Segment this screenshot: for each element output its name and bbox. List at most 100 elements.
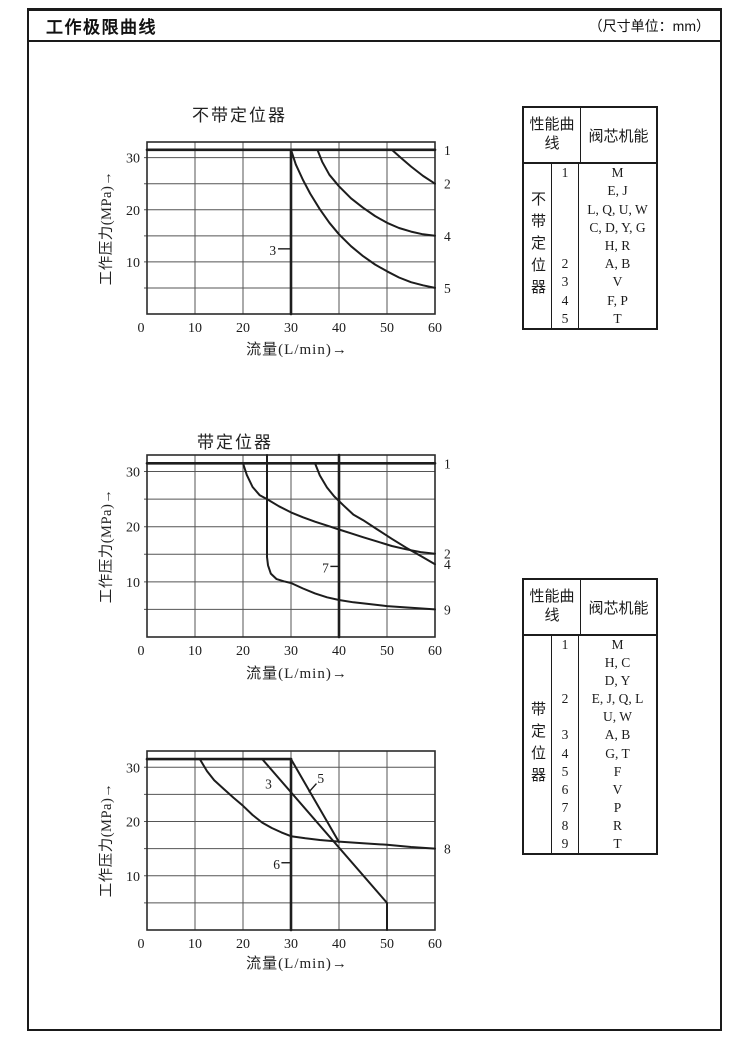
x-tick-label: 0	[138, 644, 145, 659]
x-tick-label: 60	[428, 644, 442, 659]
curve-3	[261, 758, 388, 931]
x-tick-label: 0	[138, 937, 145, 952]
x-tick-label: 60	[428, 937, 442, 952]
curve-5	[290, 148, 436, 289]
curve-end-label-2: 2	[444, 177, 451, 192]
curve-number-cell: 9	[561, 835, 569, 851]
curve-number-cell: 7	[561, 799, 569, 815]
curve-9	[266, 454, 436, 611]
plot-border	[146, 454, 436, 638]
curve-number-cell: 4	[561, 745, 569, 761]
spool-function-cell: L, Q, U, W	[587, 201, 648, 217]
spool-function-cell: G, T	[605, 745, 630, 761]
curve-4	[316, 148, 436, 237]
x-tick-label: 50	[380, 644, 394, 659]
page-title: 工作极限曲线	[46, 18, 157, 37]
x-tick-label: 40	[332, 937, 346, 952]
spool-function-cell: H, R	[604, 237, 631, 253]
chart-with-positioner-b: 0 10 20 30 40 50 60 10 20 30 6 3 5 8	[126, 750, 451, 952]
table-header: 性能曲线 阀芯机能	[524, 108, 656, 164]
curve-function-table-without-positioner: 性能曲线 阀芯机能 不带定位器 1 2 3 4 5 M E, J L, Q, U, W C, …	[522, 106, 658, 330]
chart-with-positioner-a: 0 10 20 30 40 50 60 10 20 30 1 24 7 9	[126, 453, 451, 659]
spool-function-cell: M	[611, 637, 624, 653]
spool-function-cell: H, C	[604, 655, 631, 671]
curve-function-table-with-positioner: 性能曲线 阀芯机能 带定位器 1 2 3 4 5 6 7 8 9 M H, C D, Y E, J, …	[522, 578, 658, 855]
table-header-spool-function: 阀芯机能	[588, 128, 649, 145]
spool-function-cell: R	[612, 817, 622, 833]
curve-label-leader	[308, 783, 317, 793]
curve-number-cell: 3	[561, 274, 569, 290]
chart1-x-axis-label: 流量(L/min)→	[246, 342, 348, 358]
chart-without-positioner: 0 10 20 30 40 50 60 10 20 30 1 2 3 4 5	[126, 141, 451, 336]
table-body: 不带定位器 1 2 3 4 5 M E, J L, Q, U, W C, D, Y, G H, …	[524, 164, 656, 328]
table-group-label: 不带定位器	[524, 164, 552, 328]
curve-inline-label-6: 6	[273, 857, 280, 872]
y-tick-label: 30	[126, 761, 140, 776]
x-tick-label: 0	[138, 321, 145, 336]
curve-number-cell: 2	[561, 691, 569, 707]
chart1-title: 不带定位器	[192, 106, 287, 125]
table-header: 性能曲线 阀芯机能	[524, 580, 656, 636]
table-header-performance-curve: 性能曲线	[524, 580, 581, 634]
title-bar: 工作极限曲线 （尺寸单位：mm）	[29, 11, 720, 42]
curve-number-cell: 1	[561, 637, 569, 653]
spool-function-cell: T	[613, 835, 622, 851]
curve-5	[290, 758, 340, 844]
x-tick-label: 30	[284, 937, 298, 952]
x-tick-label: 10	[188, 644, 202, 659]
curve-number-cell	[552, 672, 578, 690]
curve-end-label-4: 4	[444, 229, 451, 244]
spool-function-cell: U, W	[603, 709, 632, 725]
curve-end-label-9: 9	[444, 602, 451, 617]
spool-function-cell: V	[612, 781, 623, 797]
curve-end-label-2: 2	[444, 547, 451, 562]
x-tick-label: 50	[380, 937, 394, 952]
curve-end-label-4: 4	[444, 557, 451, 572]
spool-function-cell: T	[613, 310, 622, 326]
x-tick-label: 40	[332, 644, 346, 659]
chart2-x-axis-label: 流量(L/min)→	[246, 666, 348, 682]
curve-end-label-1: 1	[444, 456, 451, 471]
table-header-spool-function: 阀芯机能	[588, 600, 649, 617]
chart2-title: 带定位器	[197, 433, 273, 452]
x-tick-label: 30	[284, 644, 298, 659]
x-tick-label: 10	[188, 937, 202, 952]
y-tick-label: 20	[126, 204, 140, 219]
curve-inline-label-5: 5	[317, 771, 324, 786]
curve-number-cell	[552, 708, 578, 726]
x-tick-label: 40	[332, 321, 346, 336]
spool-function-cell: E, J, Q, L	[591, 691, 644, 707]
curve-number-cell: 1	[561, 165, 569, 181]
curve-end-label-5: 5	[444, 281, 451, 296]
spool-function-cell: F	[613, 763, 622, 779]
x-tick-label: 20	[236, 321, 250, 336]
curve-number-column: 1 2 3 4 5	[552, 164, 579, 328]
table-group-label: 带定位器	[524, 636, 552, 853]
y-tick-label: 10	[126, 256, 140, 271]
x-tick-label: 20	[236, 937, 250, 952]
curve-inline-label-3: 3	[265, 777, 272, 792]
spool-function-cell: D, Y	[604, 673, 631, 689]
y-tick-label: 10	[126, 576, 140, 591]
x-tick-label: 30	[284, 321, 298, 336]
x-tick-label: 20	[236, 644, 250, 659]
spool-function-cell: V	[612, 274, 623, 290]
chart3-x-axis-label: 流量(L/min)→	[246, 956, 348, 972]
curve-4	[314, 462, 436, 566]
spool-function-cell: A, B	[604, 256, 631, 272]
y-tick-label: 30	[126, 152, 140, 167]
y-tick-label: 20	[126, 521, 140, 536]
x-tick-label: 10	[188, 321, 202, 336]
y-tick-label: 20	[126, 816, 140, 831]
spool-function-cell: C, D, Y, G	[589, 219, 646, 235]
x-tick-label: 60	[428, 321, 442, 336]
spool-function-cell: M	[611, 165, 624, 181]
curve-number-cell	[552, 200, 578, 218]
curve-number-cell: 3	[561, 727, 569, 743]
table-body: 带定位器 1 2 3 4 5 6 7 8 9 M H, C D, Y E, J, Q, L U, W A,…	[524, 636, 656, 853]
curve-2	[390, 148, 436, 185]
curve-number-column: 1 2 3 4 5 6 7 8 9	[552, 636, 579, 853]
unit-note: （尺寸单位：mm）	[588, 17, 710, 34]
